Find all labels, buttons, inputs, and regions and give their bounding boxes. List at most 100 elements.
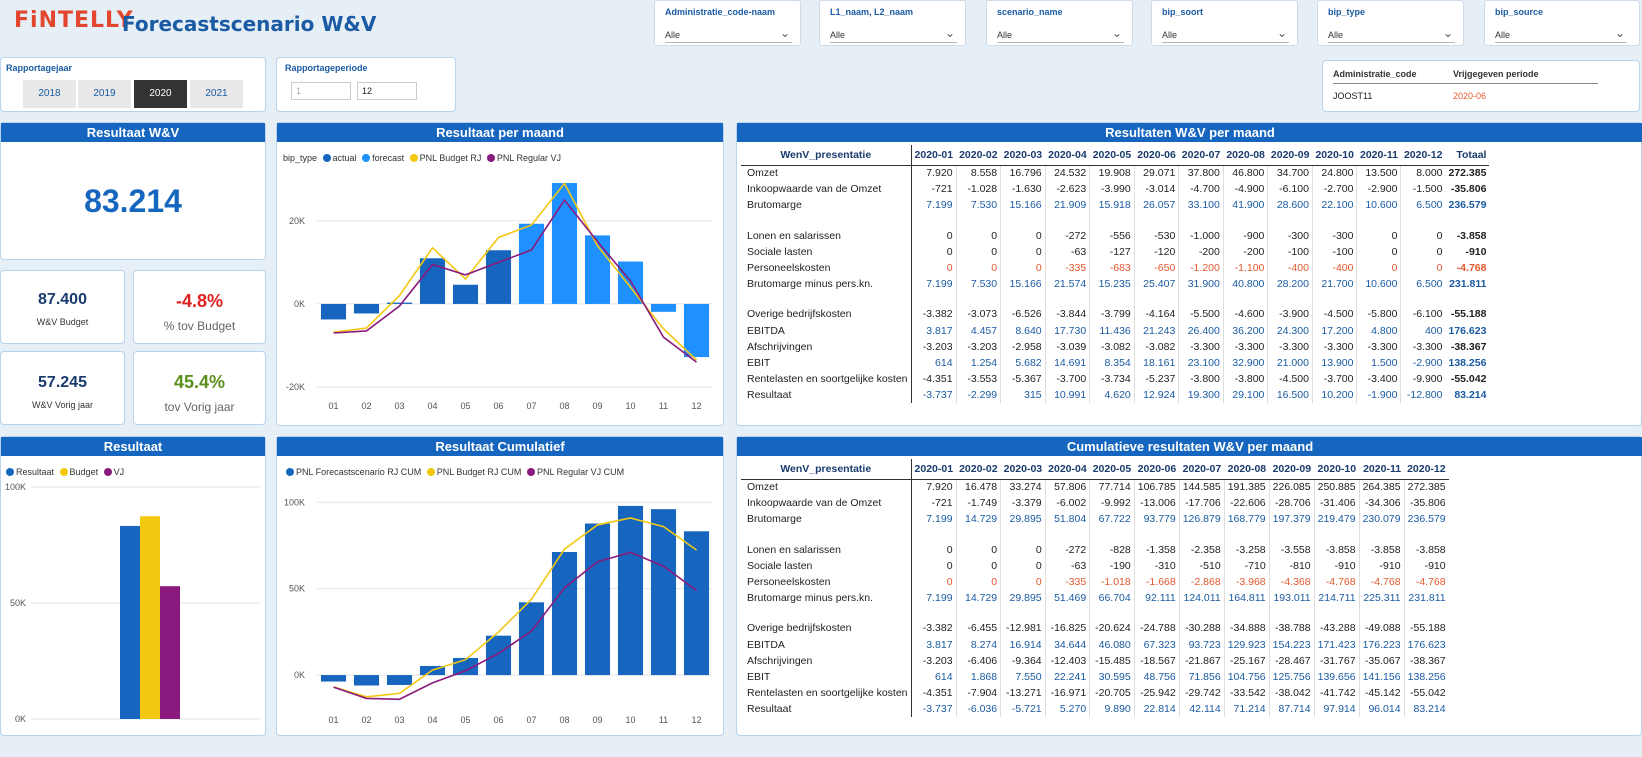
table-cell: -1.500 bbox=[1400, 181, 1446, 198]
table-cell: -100 bbox=[1267, 243, 1313, 260]
table-cell: 41.900 bbox=[1222, 197, 1268, 214]
table-cell: -910 bbox=[1313, 557, 1360, 574]
filter-dropdown[interactable]: Alle bbox=[997, 26, 1124, 43]
table-cell: 6.500 bbox=[1400, 276, 1446, 293]
table-cell: 97.914 bbox=[1313, 701, 1360, 718]
table-cell: -18.567 bbox=[1133, 652, 1180, 669]
table-cell: -530 bbox=[1133, 227, 1179, 244]
bar-cum-09 bbox=[584, 523, 611, 676]
table-cell: 7.920 bbox=[910, 479, 957, 496]
table-cumulatieve-resultaten: Cumulatieve resultaten W&V per maand Wen… bbox=[736, 436, 1642, 736]
table-cell: -510 bbox=[1178, 557, 1225, 574]
table-cell: -3.734 bbox=[1089, 371, 1135, 388]
table-cell: -6.526 bbox=[1000, 306, 1046, 323]
table-cell: 236.579 bbox=[1403, 511, 1449, 528]
table-cell: 19.908 bbox=[1089, 165, 1135, 182]
filter-scenario[interactable]: scenario_name Alle bbox=[986, 0, 1133, 46]
row-label: Lonen en salarissen bbox=[741, 227, 912, 244]
filter-dropdown[interactable]: Alle bbox=[665, 26, 792, 43]
row-label: Personeelskosten bbox=[741, 259, 912, 277]
filter-bip-soort[interactable]: bip_soort Alle bbox=[1151, 0, 1298, 46]
filter-bip-source[interactable]: bip_source Alle bbox=[1484, 0, 1640, 46]
table-cell: -3.014 bbox=[1133, 181, 1179, 198]
month-header: 2020-08 bbox=[1223, 145, 1268, 166]
period-to-input[interactable]: 12 bbox=[357, 82, 417, 100]
filter-dropdown[interactable]: Alle bbox=[1495, 26, 1627, 43]
table-cell: 29.071 bbox=[1133, 165, 1179, 182]
table-cell: -3.900 bbox=[1267, 306, 1313, 323]
row-label: Brutomarge bbox=[741, 511, 912, 528]
table-row: Sociale lasten 0 0 0 -63 -127 -120 -200 -200 -100… bbox=[741, 243, 1489, 260]
table-cell: -3.968 bbox=[1223, 573, 1270, 591]
table-cell: 40.800 bbox=[1222, 276, 1268, 293]
table-cell: -4.500 bbox=[1311, 306, 1357, 323]
table-cell: 225.311 bbox=[1358, 590, 1405, 607]
table-cell: -43.288 bbox=[1313, 620, 1360, 637]
row-label: EBITDA bbox=[741, 322, 912, 339]
bar-vj bbox=[160, 586, 180, 719]
table-cell: -12.981 bbox=[1000, 620, 1046, 637]
table-cell: -310 bbox=[1133, 557, 1180, 574]
year-2018-button[interactable]: 2018 bbox=[23, 80, 76, 108]
kpi-resultaat-value: 83.214 bbox=[84, 183, 182, 219]
table-cell: 21.700 bbox=[1311, 276, 1357, 293]
table-cell: 13.500 bbox=[1356, 165, 1401, 182]
year-2020-button[interactable]: 2020 bbox=[134, 80, 187, 108]
table-cell: 231.811 bbox=[1403, 590, 1449, 607]
table-cell: -16.971 bbox=[1044, 685, 1090, 702]
table-row: Rentelasten en soortgelijke kosten -4.351… bbox=[741, 371, 1489, 388]
filter-l1-l2[interactable]: L1_naam, L2_naam Alle bbox=[819, 0, 966, 46]
table-cell: -400 bbox=[1311, 259, 1357, 277]
filter-dropdown[interactable]: Alle bbox=[830, 26, 957, 43]
table-cell: -21.867 bbox=[1178, 652, 1225, 669]
x-tick-label: 09 bbox=[592, 401, 602, 411]
total-header: Totaal bbox=[1445, 145, 1490, 166]
table-cell: -3.800 bbox=[1178, 371, 1224, 388]
table-cell: 71.856 bbox=[1178, 668, 1225, 686]
kpi-vj-card: 57.245 W&V Vorig jaar bbox=[0, 351, 125, 425]
table-cell: 1.868 bbox=[955, 668, 1001, 686]
data-table: WenV_presentatie 2020-01 2020-02 2020-03 202… bbox=[741, 459, 1449, 718]
filter-dropdown[interactable]: Alle bbox=[1162, 26, 1289, 43]
x-tick-label: 07 bbox=[526, 715, 536, 725]
table-cell: -272 bbox=[1044, 227, 1090, 244]
table-row bbox=[741, 292, 1489, 307]
kpi-budget-card: 87.400 W&V Budget bbox=[0, 270, 125, 344]
table-cell: 141.156 bbox=[1358, 668, 1405, 686]
table-cell: -31.406 bbox=[1313, 495, 1360, 512]
filter-bip-type[interactable]: bip_type Alle bbox=[1317, 0, 1464, 46]
table-cell: -12.800 bbox=[1400, 387, 1446, 404]
table-cell: 0 bbox=[955, 227, 1001, 244]
table-cell: 400 bbox=[1400, 322, 1446, 339]
table-cell: -34.306 bbox=[1358, 495, 1405, 512]
table-cell: -1.900 bbox=[1356, 387, 1401, 404]
table-cell: 0 bbox=[1000, 243, 1046, 260]
table-cell: 14.729 bbox=[955, 511, 1001, 528]
table-cell: 28.600 bbox=[1267, 197, 1313, 214]
table-cell: 51.804 bbox=[1044, 511, 1090, 528]
table-cell: 93.779 bbox=[1133, 511, 1180, 528]
year-2021-button[interactable]: 2021 bbox=[190, 80, 243, 108]
rapportagejaar-slicer: Rapportagejaar 2018 2019 2020 2021 bbox=[0, 57, 266, 112]
table-cell: -4.164 bbox=[1133, 306, 1179, 323]
row-label: Lonen en salarissen bbox=[741, 541, 912, 558]
table-cell: -127 bbox=[1089, 243, 1135, 260]
filter-administratie[interactable]: Administratie_code-naam Alle bbox=[654, 0, 801, 46]
table-cell: -33.542 bbox=[1223, 685, 1270, 702]
table-cell: -683 bbox=[1089, 259, 1135, 277]
row-label: EBIT bbox=[741, 354, 912, 372]
x-tick-label: 06 bbox=[493, 715, 503, 725]
year-2019-button[interactable]: 2019 bbox=[78, 80, 131, 108]
x-tick-label: 01 bbox=[328, 401, 338, 411]
table-cell: -35.806 bbox=[1403, 495, 1449, 512]
filter-dropdown[interactable]: Alle bbox=[1328, 26, 1455, 43]
table-cell: -1.018 bbox=[1089, 573, 1135, 591]
period-from-input[interactable]: 1 bbox=[291, 82, 351, 100]
y-tick-label: 50K bbox=[10, 598, 26, 608]
table-cell: 51.469 bbox=[1044, 590, 1090, 607]
table-cell: 16.914 bbox=[1000, 636, 1046, 653]
admin-table: Administratie_code Vrijgegeven periode J… bbox=[1322, 60, 1640, 112]
table-cell: -6.036 bbox=[955, 701, 1001, 718]
table-row: Sociale lasten 0 0 0 -63 -190 -310 -510 -710 -810… bbox=[741, 557, 1449, 574]
line-PNL Budget RJ bbox=[333, 182, 698, 361]
